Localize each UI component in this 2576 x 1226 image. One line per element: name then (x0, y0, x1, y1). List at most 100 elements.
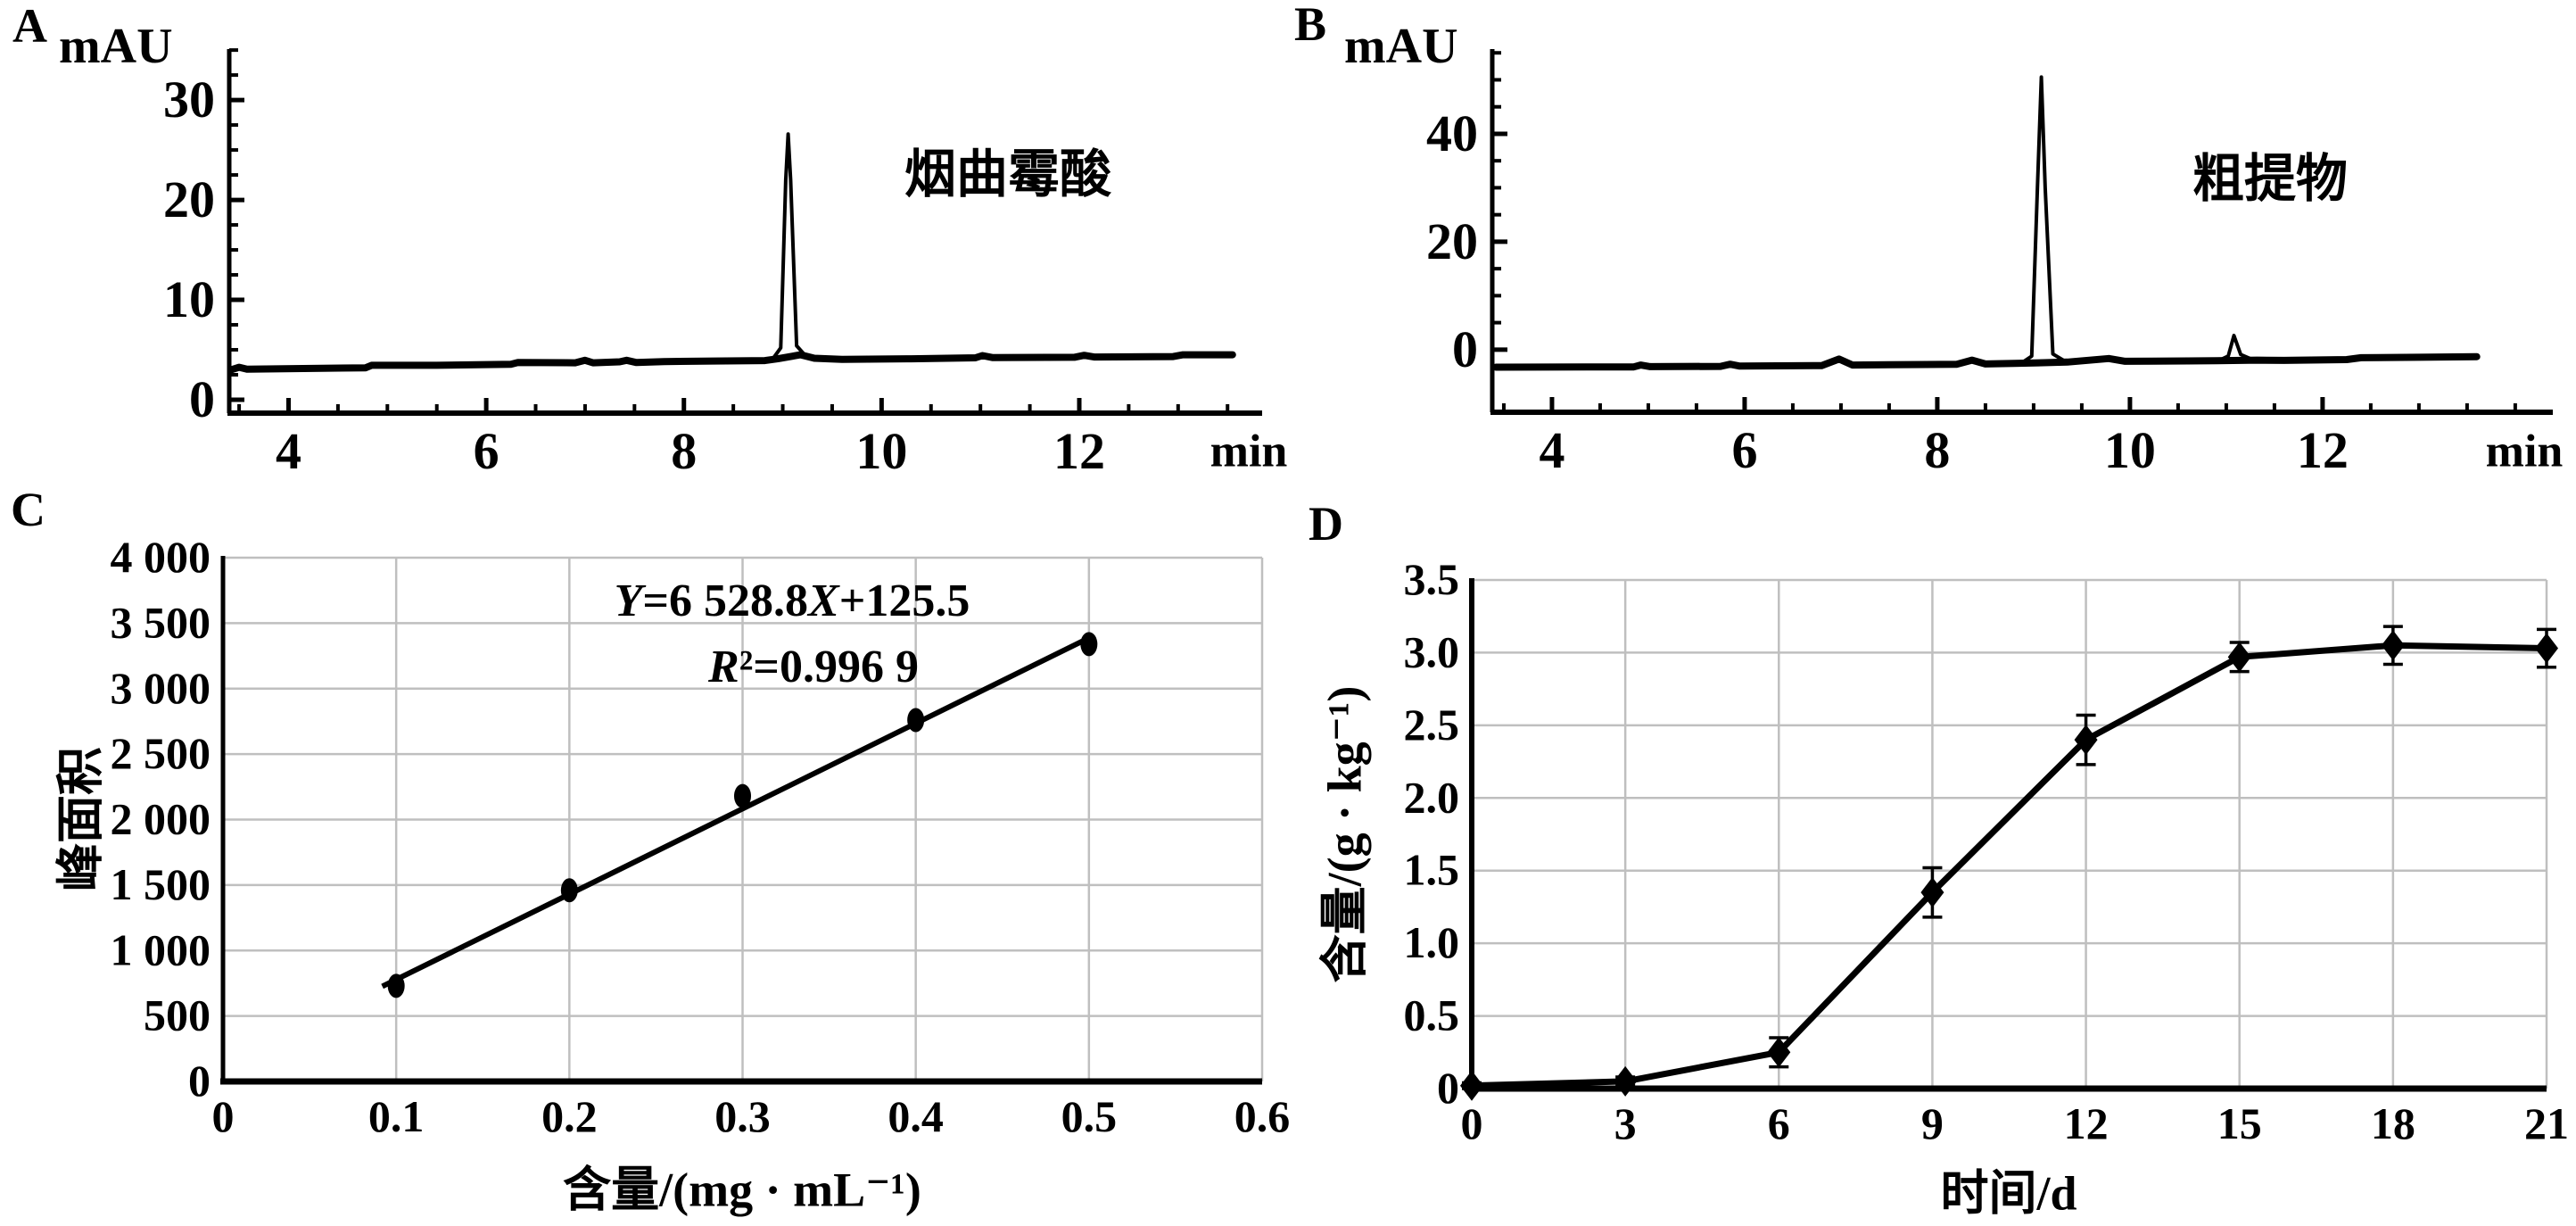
diamond-marker (2535, 633, 2558, 664)
axes (1469, 578, 2547, 1092)
y-tick-label: 2.5 (1404, 700, 1460, 750)
y-tick-label: 40 (1426, 104, 1478, 162)
trace-baseline (227, 351, 1236, 374)
trace-main-peak (2020, 75, 2067, 365)
x-tick-label: 0.5 (1061, 1091, 1118, 1141)
trace-minor-peak (2217, 334, 2256, 363)
y-tick-label: 0 (1452, 320, 1478, 378)
x-tick-label: 8 (1924, 421, 1950, 479)
y-tick-label: 0.5 (1404, 990, 1460, 1040)
y-tick-label: 3 500 (111, 597, 211, 647)
data-point (734, 783, 751, 808)
diamond-marker (2381, 630, 2405, 661)
y-tick-label: 1.0 (1404, 917, 1460, 967)
panel-c: 0 500 1 000 1 500 2 000 2 500 3 000 3 500 4 000 0… (0, 482, 1293, 1226)
x-tick-label: 10 (2104, 421, 2156, 479)
diamond-marker (1614, 1065, 1638, 1097)
trace-baseline (1492, 352, 2481, 371)
x-tick-label: 12 (2064, 1098, 2109, 1148)
y-tick-label: 20 (163, 170, 215, 228)
panel-b: 0 20 40 4 6 8 10 12 B mAU 粗提物 min (1289, 0, 2576, 500)
diamond-marker (1920, 877, 1944, 908)
x-tick-label: 9 (1921, 1098, 1944, 1148)
panel-a-y-unit: mAU (59, 19, 173, 74)
x-tick-label: 0.1 (368, 1091, 425, 1141)
panel-b-plot: 0 20 40 4 6 8 10 12 (1426, 49, 2553, 479)
y-tick-label: 0 (188, 1056, 211, 1106)
panel-d-letter: D (1309, 497, 1343, 551)
panel-a-x-unit: min (1210, 426, 1288, 477)
panel-a-letter: A (12, 0, 47, 53)
x-tick-label: 4 (276, 422, 301, 480)
panel-b-peak-annotation: 粗提物 (2192, 150, 2349, 208)
regression-equation: Y=6 528.8X+125.5 (615, 576, 970, 626)
axes (1490, 49, 2553, 415)
panel-c-y-axis-title: 峰面积 (54, 747, 108, 891)
x-tick-label: 0.3 (714, 1091, 771, 1141)
diamond-marker (1767, 1037, 1791, 1068)
x-tick-label: 0.4 (888, 1091, 944, 1141)
trace-content (1471, 642, 2547, 1089)
y-tick-label: 500 (144, 990, 211, 1040)
x-tick-label: 12 (1053, 422, 1105, 480)
x-tick-label: 3 (1614, 1098, 1637, 1148)
gridlines (1472, 578, 2548, 1089)
data-point (1080, 632, 1098, 657)
x-tick-label: 18 (2371, 1098, 2415, 1148)
y-tick-label: 3.5 (1404, 554, 1460, 604)
x-tick-label: 0 (212, 1091, 235, 1141)
x-tick-label: 12 (2297, 421, 2349, 479)
panel-d: 0 0.5 1.0 1.5 2.0 2.5 3.0 3.5 0 3 6 9 12 15 18 21 D 含量/… (1289, 482, 2576, 1226)
diamond-marker (2074, 725, 2098, 756)
panel-c-x-axis-title: 含量/(mg · mL⁻¹) (563, 1163, 921, 1217)
data-points (1460, 630, 2558, 1101)
panel-d-y-axis-title: 含量/(g · kg⁻¹) (1317, 685, 1372, 983)
x-tick-label: 0 (1461, 1098, 1483, 1148)
axes (220, 556, 1262, 1085)
data-point (560, 878, 578, 903)
y-tick-label: 30 (163, 70, 215, 128)
y-tick-label: 2 000 (111, 794, 211, 844)
data-point (387, 973, 405, 998)
y-tick-label: 1 000 (111, 924, 211, 974)
panel-a-plot: 0 10 20 30 4 6 8 10 12 (163, 48, 1262, 480)
y-tick-label: 1.5 (1404, 845, 1460, 895)
y-tick-label: 2.0 (1404, 772, 1460, 822)
y-tick-label: 4 000 (111, 532, 211, 582)
y-tick-label: 2 500 (111, 728, 211, 778)
axes (227, 48, 1262, 416)
regression-r-squared: R²=0.996 9 (707, 642, 919, 692)
panel-d-plot: 0 0.5 1.0 1.5 2.0 2.5 3.0 3.5 0 3 6 9 12 15 18 21 (1404, 554, 2570, 1148)
panel-a: 0 10 20 30 4 6 8 10 12 A mAU 烟曲霉酸 min (0, 0, 1293, 500)
diamond-marker (1460, 1070, 1483, 1101)
panel-d-x-axis-title: 时间/d (1940, 1166, 2077, 1221)
y-tick-label: 20 (1426, 212, 1478, 270)
x-tick-label: 10 (855, 422, 907, 480)
data-points (387, 632, 1098, 998)
x-tick-label: 0.6 (1234, 1091, 1291, 1141)
fit-line (381, 634, 1094, 990)
gridlines (223, 556, 1264, 1081)
y-tick-label: 3.0 (1404, 626, 1460, 676)
panel-a-peak-annotation: 烟曲霉酸 (904, 145, 1112, 203)
x-tick-label: 21 (2524, 1098, 2569, 1148)
y-tick-label: 1 500 (111, 859, 211, 909)
panel-b-y-unit: mAU (1344, 19, 1458, 74)
diamond-marker (2227, 642, 2251, 673)
panel-b-x-unit: min (2485, 426, 2564, 477)
panel-c-plot: 0 500 1 000 1 500 2 000 2 500 3 000 3 500 4 000 0… (111, 532, 1291, 1141)
y-tick-label: 3 000 (111, 663, 211, 713)
x-tick-label: 6 (1731, 421, 1757, 479)
trace-main-peak (771, 132, 809, 361)
data-point (907, 708, 925, 733)
x-tick-label: 15 (2217, 1098, 2262, 1148)
x-tick-label: 4 (1539, 421, 1565, 479)
x-tick-label: 0.2 (541, 1091, 598, 1141)
x-tick-label: 6 (1768, 1098, 1790, 1148)
x-tick-label: 6 (474, 422, 500, 480)
x-tick-label: 8 (671, 422, 697, 480)
y-tick-label: 10 (163, 270, 215, 328)
panel-b-letter: B (1294, 0, 1327, 51)
panel-c-letter: C (11, 483, 45, 536)
